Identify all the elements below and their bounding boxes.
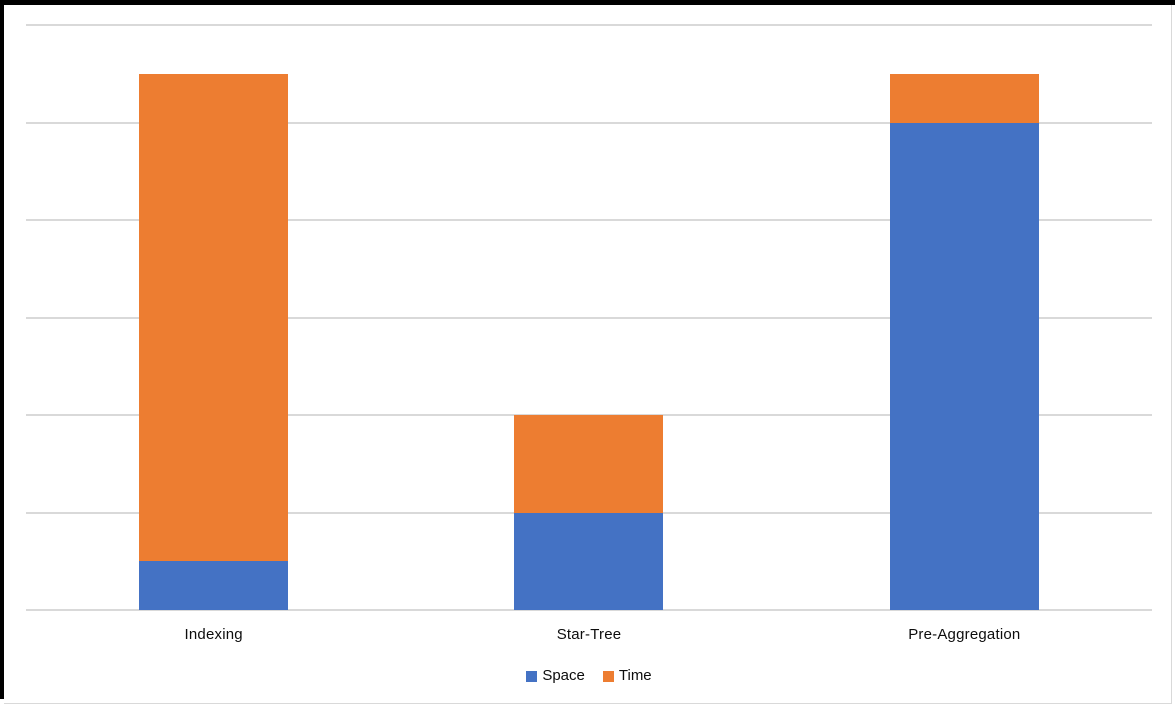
x-axis-labels: Indexing Star-Tree Pre-Aggregation [26,624,1152,646]
bar-slot-star-tree [401,25,776,610]
bar-segment-time [514,415,664,513]
legend-label: Time [618,667,652,684]
bar-segment-space [889,122,1039,610]
bars [26,25,1152,610]
legend-swatch-space [526,670,538,682]
legend-item-time: Time [602,667,652,685]
legend-label: Space [542,667,585,684]
window-border-top [0,0,1175,5]
gridline [26,219,1152,221]
stacked-bar-star-tree [514,25,664,610]
bar-slot-pre-aggregation [777,25,1152,610]
bar-segment-time [889,73,1039,123]
window-border-left [0,0,4,699]
bar-segment-space [514,512,664,610]
gridline [26,24,1152,26]
bar-segment-space [139,561,289,610]
category-label: Pre-Aggregation [908,626,1021,643]
gridline [26,316,1152,319]
category-label: Indexing [184,626,243,643]
legend-item-space: Space [526,667,585,685]
legend-swatch-time [602,670,614,682]
stacked-bar-indexing [139,25,289,610]
legend: Space Time [26,667,1152,685]
bar-segment-time [139,73,289,562]
category-label: Star-Tree [556,626,622,643]
gridline [26,121,1152,124]
bar-slot-indexing [26,25,401,610]
plot-area [26,24,1152,611]
stacked-bar-pre-aggregation [889,25,1039,610]
chart-canvas: Indexing Star-Tree Pre-Aggregation Space Ti… [4,5,1172,704]
x-axis-line [26,609,1152,611]
